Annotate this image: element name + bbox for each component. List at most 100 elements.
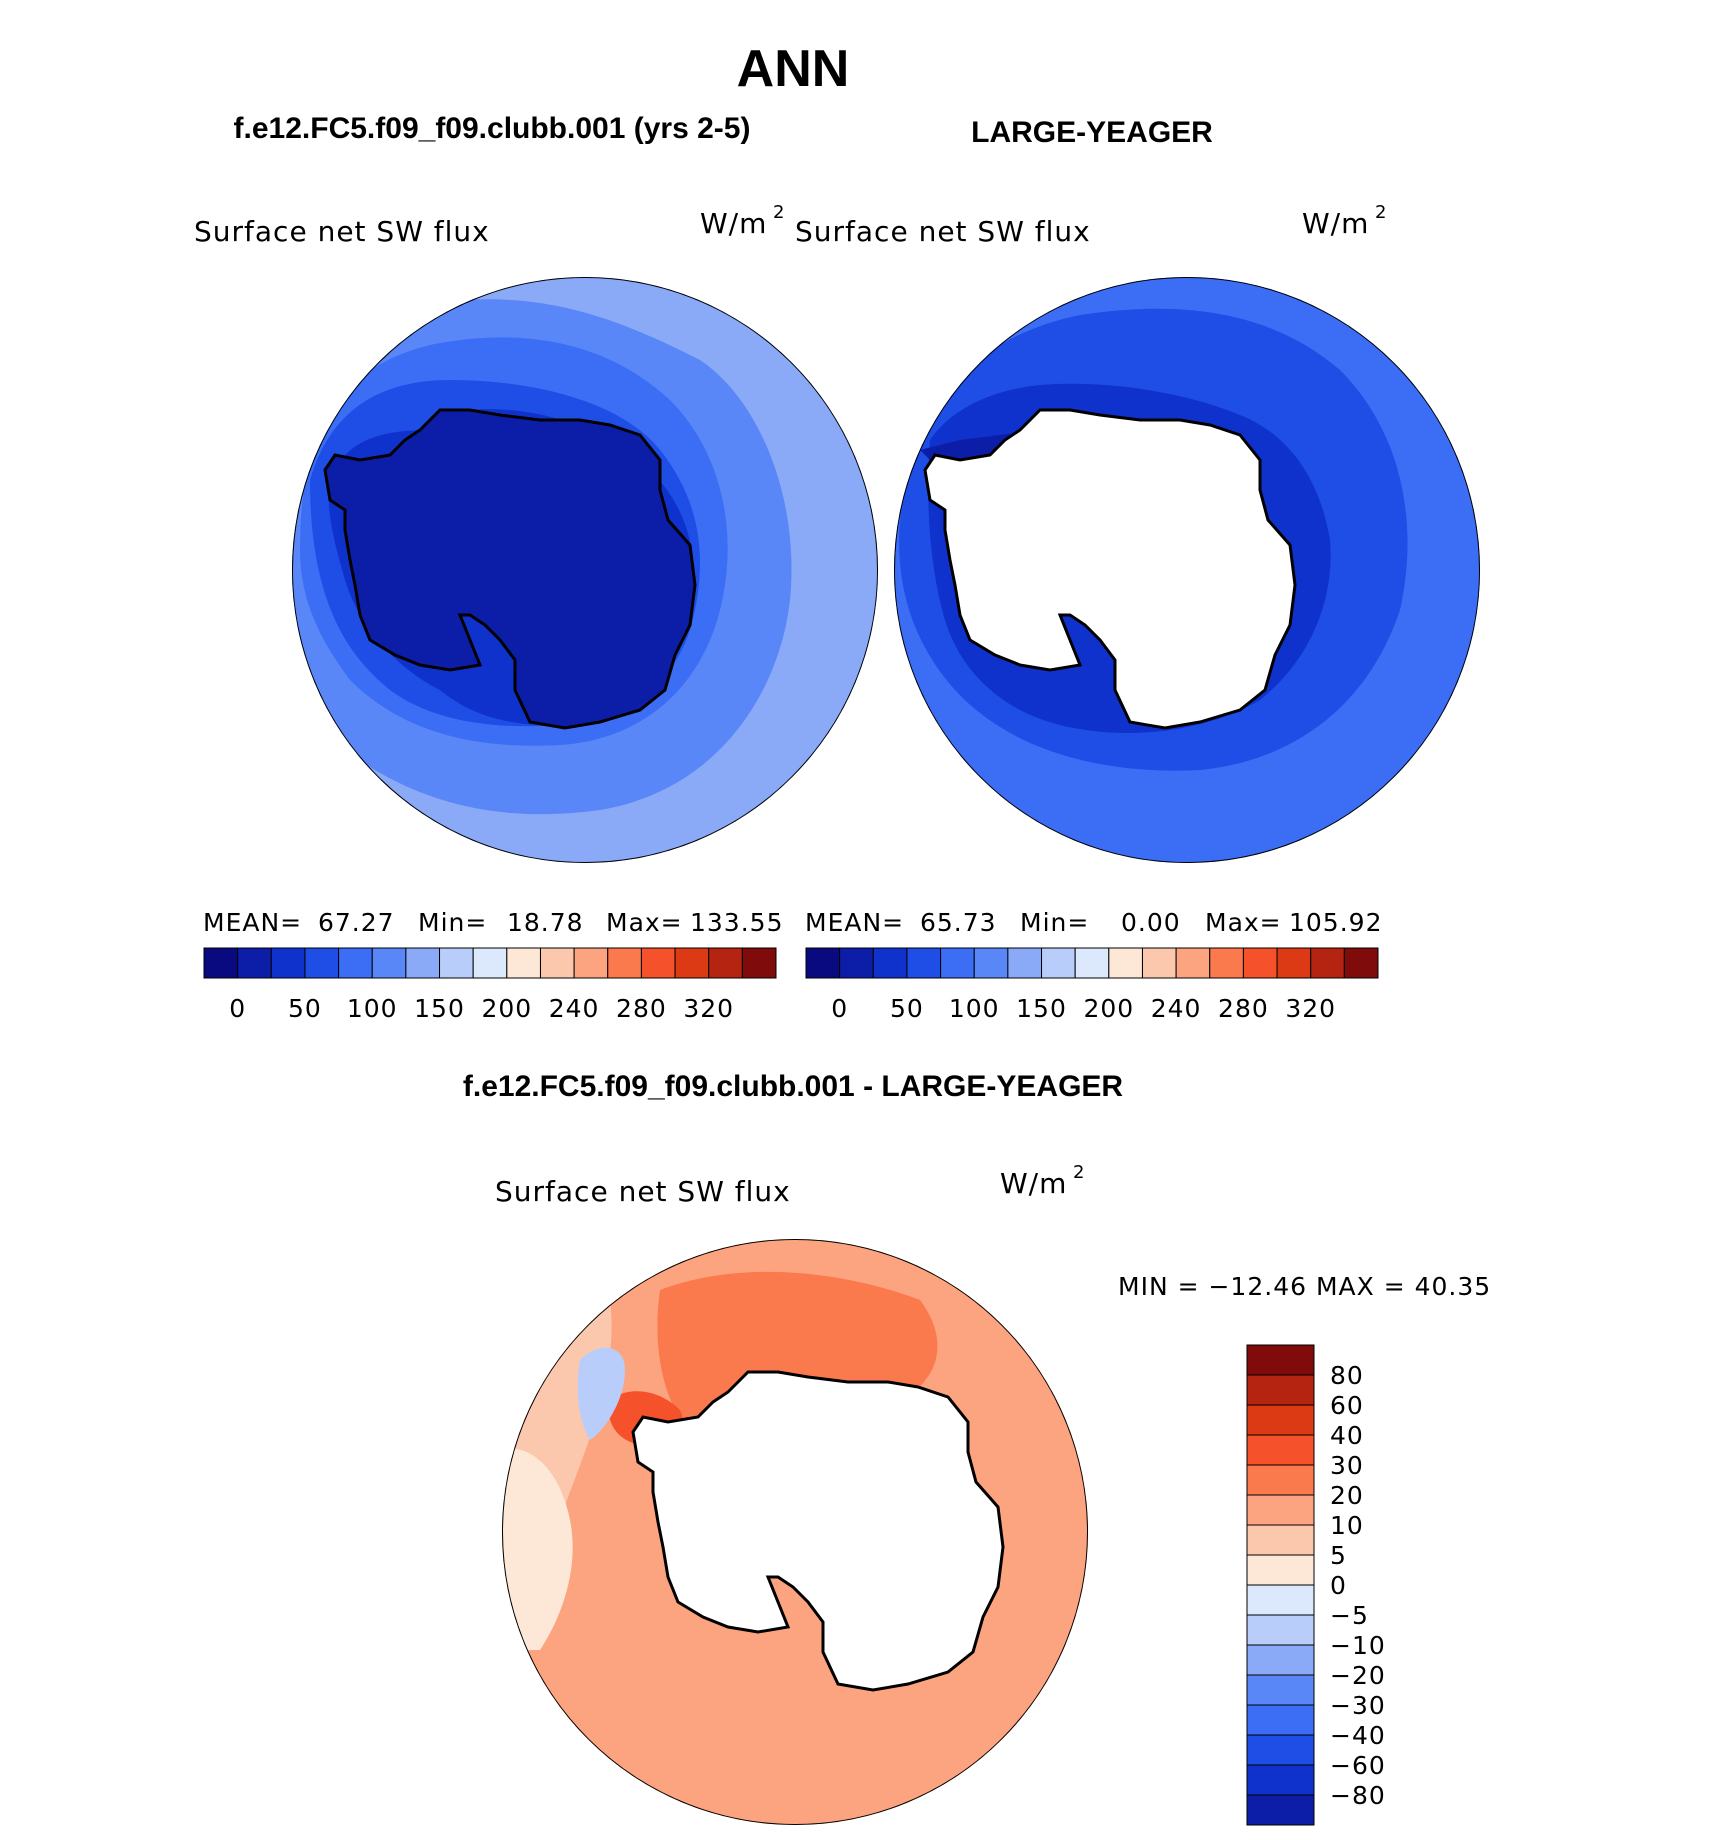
colorbar-3-swatch [1246,1674,1315,1706]
panel-2-units: W/m [1302,207,1369,240]
colorbar-1-swatch [203,947,239,979]
colorbar-3-tick: 20 [1330,1481,1364,1510]
colorbar-1-swatch [573,947,609,979]
colorbar-3-tick: −80 [1330,1781,1386,1810]
colorbar-2-swatch [1074,947,1110,979]
colorbar-2-swatch [906,947,942,979]
colorbar-1-swatch [338,947,373,979]
colorbar-1-swatch [506,947,541,979]
colorbar-3-tick: 30 [1330,1451,1364,1480]
colorbar-2-tick: 100 [949,994,1000,1023]
panel-2-max: 105.92 [1289,908,1382,937]
colorbar-2-swatch [1343,947,1379,979]
diff-units-exp: 2 [1073,1162,1085,1183]
panel-2-min: 0.00 [1121,908,1181,937]
colorbar-2-swatch [1209,947,1244,979]
map-3-band-pale [502,1448,573,1650]
panel-1-units-exp: 2 [773,202,785,223]
panel-2-stats: MEAN= 65.73 Min= 0.00 Max= 105.92 [805,908,1382,937]
colorbar-1-tick: 240 [549,994,600,1023]
colorbar-3-swatch [1246,1794,1315,1826]
colorbar-2-swatch [1007,947,1043,979]
map-1 [292,277,878,863]
colorbar-2-swatch [839,947,874,979]
colorbar-2-swatch [805,947,841,979]
page-title: ANN [737,40,850,98]
diff-header: f.e12.FC5.f09_f09.clubb.001 - LARGE-YEAG… [463,1070,1124,1103]
panel-2-mean: 65.73 [920,908,997,937]
colorbar-2: 0 50 100 150 200 240 280 320 [805,947,1379,1023]
colorbar-1-tick: 0 [229,994,246,1023]
colorbar-3-swatch [1246,1704,1315,1736]
colorbar-2-swatch [872,947,908,979]
colorbar-3-tick: −20 [1330,1661,1386,1690]
colorbar-3-swatch [1246,1464,1315,1496]
colorbar-1-swatch [405,947,441,979]
colorbar-3-tick: −5 [1330,1601,1369,1630]
panel-1-mean-label: MEAN= [203,908,302,937]
colorbar-2-swatch [1141,947,1177,979]
panel-2-variable: Surface net SW flux [795,215,1091,248]
colorbar-3-swatch [1246,1344,1315,1376]
map-3-band-neg [577,1347,625,1440]
colorbar-1-swatch [708,947,743,979]
colorbar-3-swatch [1246,1584,1315,1616]
colorbar-1-swatch [270,947,306,979]
colorbar-2-tick: 50 [890,994,924,1023]
panel-2-units-exp: 2 [1375,202,1387,223]
colorbar-3-tick: 10 [1330,1511,1364,1540]
colorbar-3-swatch [1246,1524,1315,1556]
panel-1-units: W/m [700,207,767,240]
colorbar-3-tick: −10 [1330,1631,1386,1660]
colorbar-1-tick: 320 [683,994,734,1023]
colorbar-2-tick: 240 [1151,994,1202,1023]
colorbar-2-tick: 200 [1083,994,1134,1023]
colorbar-2-swatch [1276,947,1312,979]
colorbar-3-tick: −40 [1330,1721,1386,1750]
colorbar-1-swatch [371,947,407,979]
colorbar-1-tick: 200 [481,994,532,1023]
panel-2-header: LARGE-YEAGER [971,116,1213,149]
colorbar-3-tick: 80 [1330,1361,1364,1390]
colorbar-1-swatch [607,947,642,979]
colorbar-3-tick: 40 [1330,1421,1364,1450]
colorbar-2-tick: 280 [1218,994,1269,1023]
colorbar-3-swatch [1246,1764,1315,1796]
colorbar-3-swatch [1246,1494,1315,1526]
colorbar-1-swatch [439,947,474,979]
panel-2-mean-label: MEAN= [805,908,904,937]
colorbar-3-tick: −60 [1330,1751,1386,1780]
colorbar-2-swatch [1242,947,1278,979]
colorbar-3-tick: −30 [1330,1691,1386,1720]
colorbar-2-swatch [1041,947,1076,979]
colorbar-3-swatch [1246,1374,1315,1406]
colorbar-2-swatch [1108,947,1143,979]
colorbar-1-swatch [539,947,575,979]
colorbar-1-tick: 100 [347,994,398,1023]
colorbar-1-tick: 280 [616,994,667,1023]
colorbar-2-swatch [973,947,1009,979]
panel-2-max-label: Max= [1205,908,1282,937]
colorbar-2-tick: 320 [1285,994,1336,1023]
colorbar-1-swatch [472,947,508,979]
colorbar-1-swatch [674,947,710,979]
panel-1-header: f.e12.FC5.f09_f09.clubb.001 (yrs 2-5) [234,112,751,145]
colorbar-2-tick: 150 [1016,994,1067,1023]
colorbar-2-tick: 0 [831,994,848,1023]
panel-1-stats: MEAN= 67.27 Min= 18.78 Max= 133.55 [203,908,782,937]
diff-variable: Surface net SW flux [495,1175,791,1208]
colorbar-3-swatch [1246,1614,1315,1646]
colorbar-1-swatch [237,947,272,979]
colorbar-1-swatch [640,947,676,979]
map-1-antarctica [323,408,697,730]
map-2 [894,277,1480,863]
panel-1-max-label: Max= [606,908,683,937]
panel-2-min-label: Min= [1020,908,1089,937]
colorbar-3-tick: 5 [1330,1541,1347,1570]
map-2-antarctica [923,408,1297,730]
diff-minmax: MIN = −12.46 MAX = 40.35 [1118,1272,1491,1301]
colorbar-2-swatch [1175,947,1211,979]
colorbar-1: 0 50 100 150 200 240 280 320 [203,947,777,1023]
